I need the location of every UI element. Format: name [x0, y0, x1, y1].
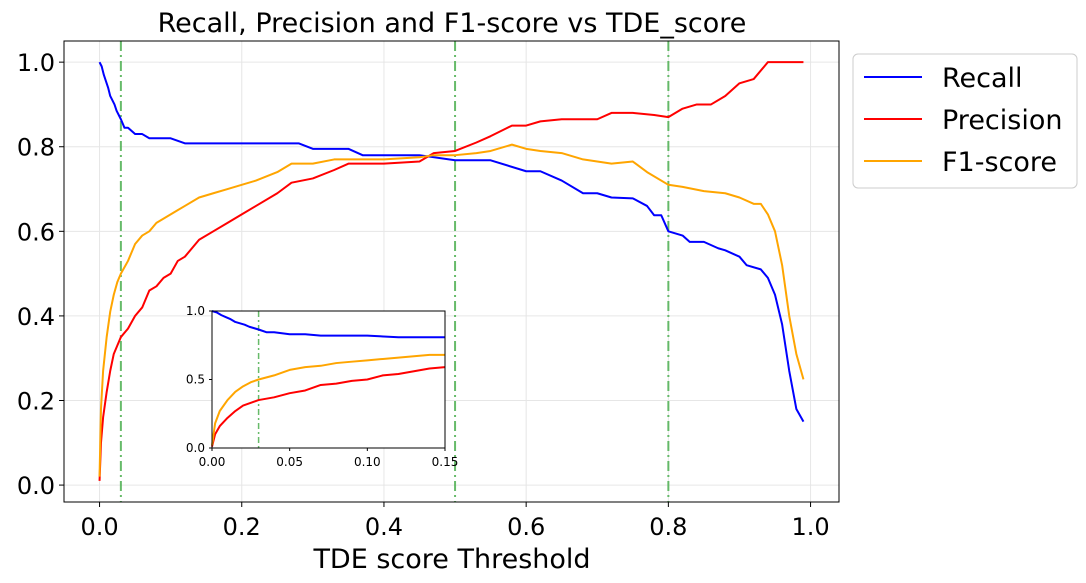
inset-y-tick-label-0: 0.0 — [186, 441, 205, 455]
inset-line-f1-score — [211, 353, 445, 446]
inset-y-tick-label-2: 1.0 — [186, 304, 205, 318]
main-x-tick-label-5: 1.0 — [791, 513, 829, 541]
main-plot-frame — [63, 40, 840, 503]
legend-label-recall: Recall — [942, 63, 1023, 94]
main-y-tick-label-5: 1.0 — [17, 49, 55, 77]
legend-label-precision: Precision — [942, 105, 1062, 136]
main-y-tick-label-0: 0.0 — [17, 472, 55, 500]
main-threshold-lines — [119, 41, 670, 502]
inset-line-recall — [211, 310, 445, 339]
legend-box — [852, 53, 1078, 189]
main-x-tick-label-4: 0.8 — [649, 513, 687, 541]
inset-y-ticks: 0.0 0.5 1.0 — [186, 304, 212, 455]
chart-title: Recall, Precision and F1-score vs TDE_sc… — [158, 8, 747, 39]
inset-chart: 0.00 0.05 0.10 0.15 0.0 0.5 1.0 — [186, 304, 458, 469]
main-grid — [64, 41, 839, 502]
inset-x-tick-label-1: 0.05 — [276, 455, 303, 469]
main-y-ticks: 0.0 0.2 0.4 0.6 0.8 1.0 — [17, 49, 64, 500]
inset-x-tick-label-2: 0.10 — [354, 455, 381, 469]
legend: Recall Precision F1-score — [852, 53, 1078, 189]
main-line-f1-score — [98, 143, 805, 477]
main-x-ticks: 0.0 0.2 0.4 0.6 0.8 1.0 — [80, 502, 830, 541]
main-series-lines — [98, 61, 805, 481]
main-y-tick-label-1: 0.2 — [17, 387, 55, 415]
main-y-tick-label-3: 0.6 — [17, 218, 55, 246]
main-y-tick-label-4: 0.8 — [17, 134, 55, 162]
inset-y-tick-label-1: 0.5 — [186, 373, 205, 387]
main-x-tick-label-2: 0.4 — [365, 513, 403, 541]
inset-series-lines — [211, 310, 446, 447]
main-line-precision — [98, 61, 804, 481]
main-x-tick-label-0: 0.0 — [80, 513, 118, 541]
main-y-tick-label-2: 0.4 — [17, 303, 55, 331]
inset-x-tick-label-3: 0.15 — [432, 455, 459, 469]
inset-line-precision — [211, 366, 446, 447]
x-axis-label: TDE score Threshold — [312, 544, 590, 575]
inset-x-tick-label-0: 0.00 — [199, 455, 226, 469]
inset-x-ticks: 0.00 0.05 0.10 0.15 — [199, 448, 459, 469]
legend-label-f1-score: F1-score — [942, 147, 1057, 178]
main-line-recall — [98, 61, 805, 423]
main-x-tick-label-3: 0.6 — [507, 513, 545, 541]
inset-background — [212, 311, 445, 448]
main-x-tick-label-1: 0.2 — [223, 513, 261, 541]
